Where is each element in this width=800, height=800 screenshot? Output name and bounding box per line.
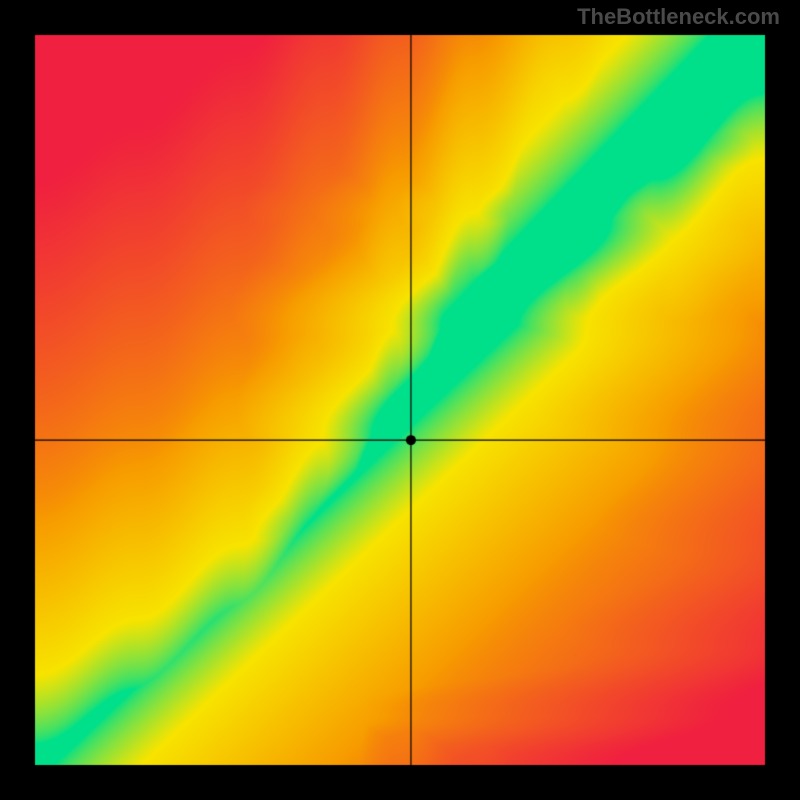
chart-container: TheBottleneck.com bbox=[0, 0, 800, 800]
watermark-text: TheBottleneck.com bbox=[577, 4, 780, 30]
bottleneck-heatmap bbox=[0, 0, 800, 800]
